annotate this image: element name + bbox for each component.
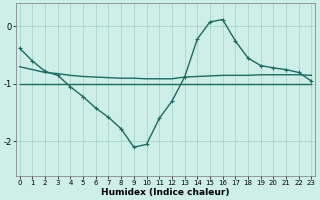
X-axis label: Humidex (Indice chaleur): Humidex (Indice chaleur)	[101, 188, 230, 197]
